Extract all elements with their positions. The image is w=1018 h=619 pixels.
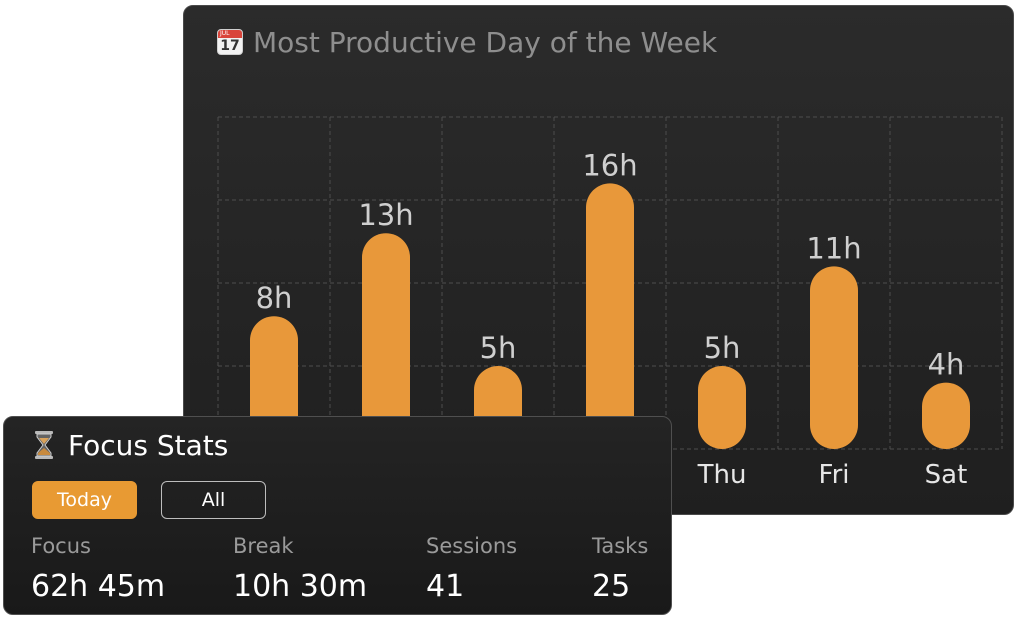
calendar-icon: JUL 17 <box>217 29 243 55</box>
focus-label: Focus <box>31 534 91 558</box>
today-filter-button[interactable]: Today <box>32 481 137 519</box>
data-label: 5h <box>704 331 741 365</box>
data-label: 16h <box>582 148 637 182</box>
stats-header: Focus Stats <box>34 425 228 465</box>
bar-wed <box>586 183 634 449</box>
bar-thu <box>698 366 746 449</box>
focus-value: 62h 45m <box>31 569 166 604</box>
focus-stats-card: Focus Stats Today All Focus Break Sessio… <box>3 416 672 615</box>
bar-mon <box>362 233 410 449</box>
data-label: 13h <box>358 198 413 232</box>
bar-sun <box>250 316 298 449</box>
bar-fri <box>810 266 858 449</box>
break-label: Break <box>233 534 294 558</box>
data-label: 5h <box>480 331 517 365</box>
data-label: 11h <box>806 231 861 265</box>
data-label: 8h <box>256 281 293 315</box>
hourglass-icon <box>35 431 53 459</box>
tasks-value: 25 <box>592 569 631 604</box>
chart-title: Most Productive Day of the Week <box>253 25 718 59</box>
x-tick-label: Thu <box>697 460 747 490</box>
x-tick-label: Sat <box>925 460 968 490</box>
x-tick-label: Fri <box>819 460 850 490</box>
sessions-label: Sessions <box>426 534 518 558</box>
data-label: 4h <box>928 348 965 382</box>
chart-header: JUL 17 Most Productive Day of the Week <box>217 24 717 60</box>
all-filter-button[interactable]: All <box>161 481 266 519</box>
tasks-label: Tasks <box>592 534 649 558</box>
stats-title: Focus Stats <box>68 428 229 462</box>
break-value: 10h 30m <box>233 569 368 604</box>
bar-sat <box>922 382 970 449</box>
sessions-value: 41 <box>426 569 465 604</box>
